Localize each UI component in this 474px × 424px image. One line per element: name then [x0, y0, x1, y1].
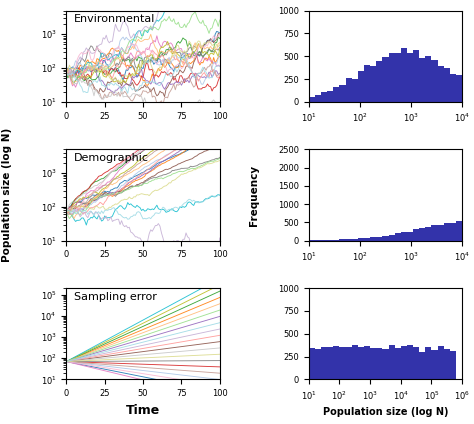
- Bar: [401, 232, 407, 241]
- Bar: [352, 239, 358, 241]
- Bar: [358, 71, 364, 102]
- Bar: [321, 347, 327, 379]
- Bar: [364, 238, 370, 241]
- Bar: [413, 347, 419, 379]
- Bar: [364, 65, 370, 102]
- Bar: [321, 240, 327, 241]
- Bar: [383, 236, 389, 241]
- Bar: [438, 346, 444, 379]
- Bar: [407, 345, 413, 379]
- Bar: [346, 78, 352, 102]
- Bar: [431, 225, 438, 241]
- Bar: [401, 48, 407, 102]
- Bar: [358, 238, 364, 241]
- Bar: [339, 346, 346, 379]
- Bar: [376, 61, 383, 102]
- Bar: [425, 56, 431, 102]
- Text: Population size (log N): Population size (log N): [2, 128, 12, 262]
- Bar: [419, 229, 425, 241]
- Bar: [352, 79, 358, 102]
- Bar: [327, 240, 333, 241]
- X-axis label: Time: Time: [126, 404, 160, 417]
- Bar: [346, 239, 352, 241]
- Bar: [383, 57, 389, 102]
- Bar: [309, 240, 315, 241]
- Bar: [309, 348, 315, 379]
- Text: Frequency: Frequency: [248, 165, 259, 226]
- Bar: [450, 223, 456, 241]
- Bar: [315, 349, 321, 379]
- Bar: [315, 95, 321, 102]
- Bar: [438, 225, 444, 241]
- Bar: [364, 346, 370, 379]
- Bar: [413, 229, 419, 241]
- Bar: [425, 227, 431, 241]
- Bar: [376, 348, 383, 379]
- Bar: [456, 221, 462, 241]
- Bar: [309, 98, 315, 102]
- Text: Sampling error: Sampling error: [74, 292, 157, 302]
- Bar: [407, 53, 413, 102]
- Bar: [370, 237, 376, 241]
- Bar: [419, 351, 425, 379]
- Bar: [389, 53, 395, 102]
- Bar: [407, 232, 413, 241]
- Bar: [431, 61, 438, 102]
- Bar: [333, 346, 339, 379]
- Bar: [401, 346, 407, 379]
- Bar: [346, 347, 352, 379]
- Bar: [327, 91, 333, 102]
- Bar: [339, 239, 346, 241]
- Bar: [376, 237, 383, 241]
- X-axis label: Population size (log N): Population size (log N): [323, 407, 448, 417]
- Bar: [456, 75, 462, 102]
- Bar: [395, 53, 401, 102]
- Bar: [321, 92, 327, 102]
- Bar: [444, 68, 450, 102]
- Bar: [431, 350, 438, 379]
- Bar: [383, 349, 389, 379]
- Bar: [352, 345, 358, 379]
- Bar: [333, 240, 339, 241]
- Bar: [389, 345, 395, 379]
- Bar: [333, 87, 339, 102]
- Bar: [413, 50, 419, 102]
- Bar: [450, 74, 456, 102]
- Bar: [444, 223, 450, 241]
- Text: Demographic: Demographic: [74, 153, 149, 163]
- Bar: [419, 58, 425, 102]
- Bar: [438, 66, 444, 102]
- Bar: [358, 347, 364, 379]
- Bar: [315, 240, 321, 241]
- Bar: [327, 347, 333, 379]
- Bar: [339, 85, 346, 102]
- Bar: [389, 234, 395, 241]
- Bar: [395, 233, 401, 241]
- Bar: [370, 66, 376, 102]
- Bar: [425, 347, 431, 379]
- Bar: [444, 349, 450, 379]
- Bar: [395, 348, 401, 379]
- Text: Environmental: Environmental: [74, 14, 155, 24]
- Bar: [370, 348, 376, 379]
- Bar: [450, 351, 456, 379]
